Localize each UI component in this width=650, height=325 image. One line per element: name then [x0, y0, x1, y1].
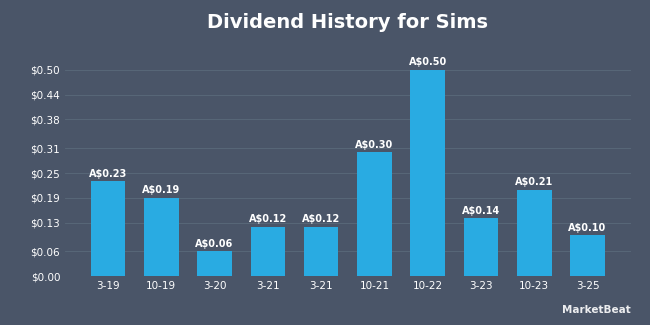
- Text: A$0.50: A$0.50: [409, 58, 447, 68]
- Text: A$0.30: A$0.30: [356, 140, 393, 150]
- Text: A$0.10: A$0.10: [568, 223, 606, 232]
- Text: MarketBeat: MarketBeat: [562, 305, 630, 315]
- Title: Dividend History for Sims: Dividend History for Sims: [207, 13, 488, 32]
- Text: A$0.23: A$0.23: [89, 169, 127, 179]
- Bar: [197, 252, 232, 276]
- Text: A$0.21: A$0.21: [515, 177, 553, 187]
- Bar: [144, 198, 179, 276]
- Text: A$0.12: A$0.12: [249, 214, 287, 224]
- Bar: [410, 70, 445, 276]
- Bar: [91, 181, 125, 276]
- Bar: [463, 218, 499, 276]
- Text: A$0.19: A$0.19: [142, 185, 181, 195]
- Text: A$0.12: A$0.12: [302, 214, 340, 224]
- Bar: [357, 152, 392, 276]
- Text: A$0.14: A$0.14: [462, 206, 500, 216]
- Text: A$0.06: A$0.06: [196, 239, 234, 249]
- Bar: [570, 235, 604, 276]
- Bar: [517, 189, 551, 276]
- Bar: [304, 227, 339, 276]
- Bar: [250, 227, 285, 276]
